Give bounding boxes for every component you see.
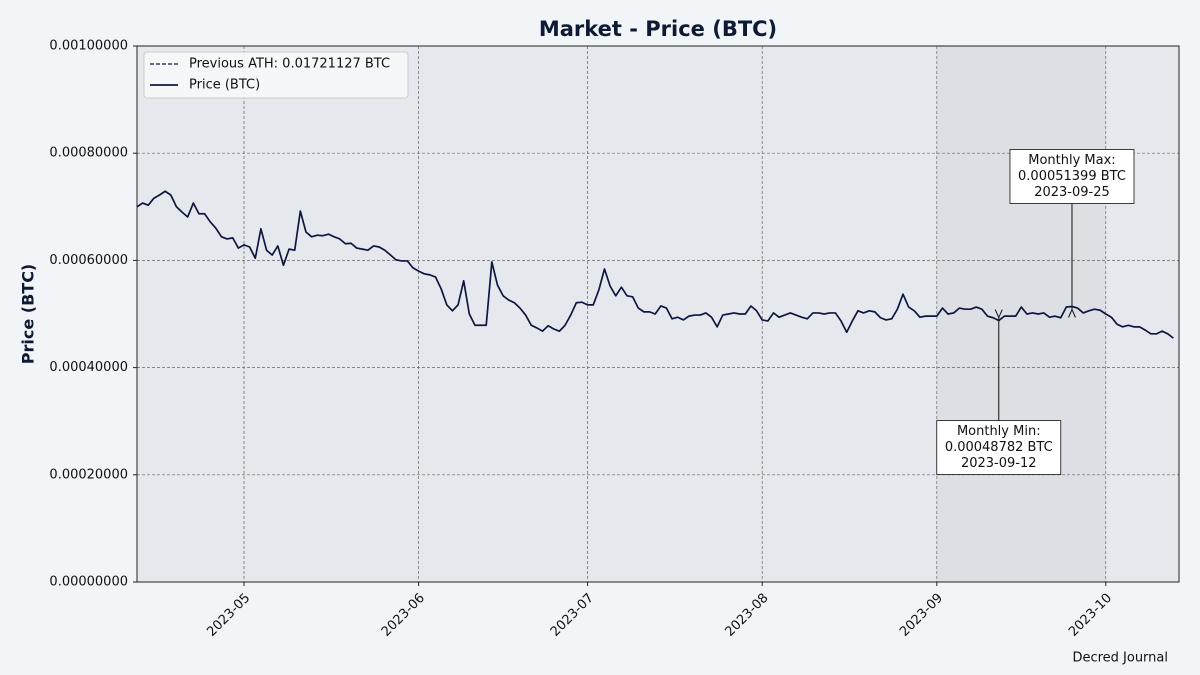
- annotation-text: 2023-09-12: [961, 456, 1037, 471]
- legend-label: Previous ATH: 0.01721127 BTC: [189, 57, 390, 72]
- y-tick-label: 0.00080000: [49, 146, 128, 161]
- plot-frame: [136, 45, 1180, 583]
- annotation-box: [1009, 149, 1135, 204]
- y-tick-label: 0.00040000: [49, 360, 128, 375]
- price-line: [137, 190, 1174, 339]
- y-tick-label: 0.00000000: [49, 575, 128, 590]
- arrow-head: [994, 309, 1003, 319]
- arrow-head: [1068, 308, 1076, 318]
- annotation-text: 2023-09-25: [1034, 185, 1110, 200]
- chart-title: Market - Price (BTC): [539, 17, 777, 41]
- highlight-band: [936, 46, 1106, 582]
- legend-label: Price (BTC): [189, 78, 260, 93]
- legend-box: [143, 51, 409, 99]
- footer: Decred Journal: [1072, 651, 1168, 666]
- annotation-box: [936, 420, 1062, 475]
- annotation-text: 0.00051399 BTC: [1018, 169, 1126, 184]
- annotation-text: Monthly Min:: [957, 424, 1041, 439]
- y-tick-label: 0.00060000: [49, 253, 128, 268]
- annotation-text: 0.00048782 BTC: [945, 440, 1053, 455]
- y-tick-label: 0.00020000: [49, 467, 128, 482]
- y-axis-label: Price (BTC): [19, 264, 38, 364]
- y-tick-label: 0.00100000: [49, 39, 128, 54]
- annotation-text: Monthly Max:: [1028, 153, 1115, 168]
